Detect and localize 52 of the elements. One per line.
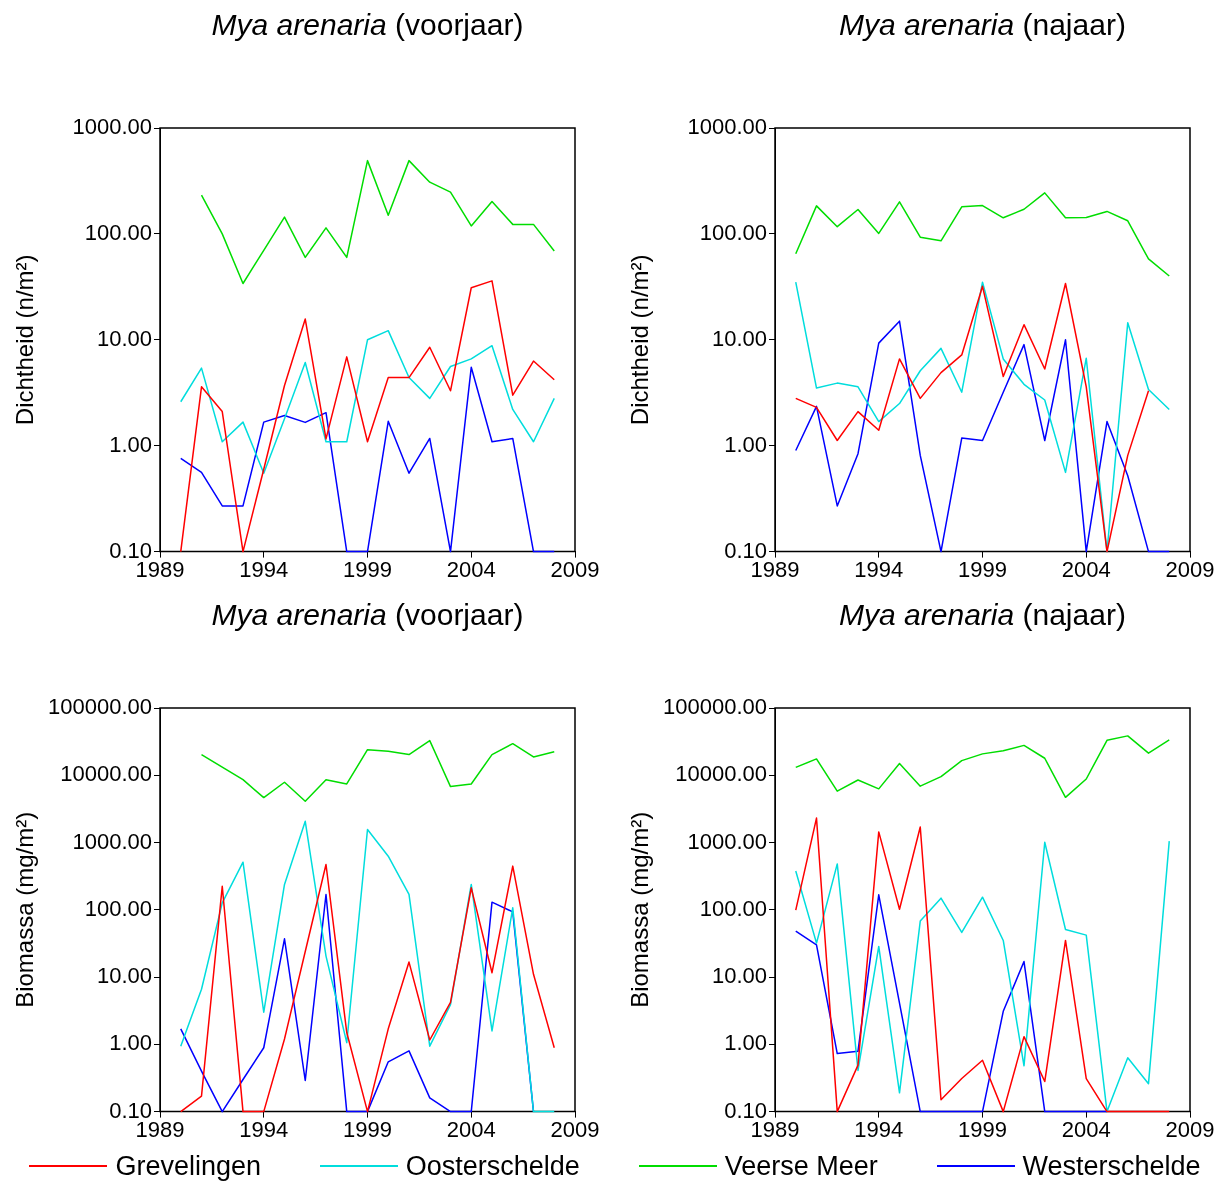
y-tick-label: 100000.00 <box>48 694 152 720</box>
y-tick-label: 1.00 <box>109 1030 152 1056</box>
x-tick-label: 2009 <box>550 556 600 582</box>
y-axis-title: Dichtheid (n/m²) <box>11 254 39 426</box>
y-tick-label: 100.00 <box>699 219 767 245</box>
y-axis-title: Biomassa (mg/m²) <box>626 811 654 1008</box>
y-tick-label: 100000.00 <box>663 694 767 720</box>
chart-title: Mya arenaria (najaar) <box>838 7 1127 43</box>
y-tick-label: 1000.00 <box>687 828 767 854</box>
legend-label: Westerschelde <box>1022 1150 1201 1182</box>
y-tick-label: 100.00 <box>699 895 767 921</box>
y-tick-label: 1000.00 <box>72 828 152 854</box>
y-tick-label: 0.10 <box>109 537 152 563</box>
x-tick-label: 1999 <box>958 556 1007 582</box>
y-tick-label: 1.00 <box>724 431 767 457</box>
x-tick-label: 1994 <box>854 1116 904 1142</box>
y-axis-title: Biomassa (mg/m²) <box>11 811 39 1008</box>
x-tick-label: 1994 <box>854 556 904 582</box>
y-tick-label: 1.00 <box>724 1030 767 1056</box>
chart-title: Mya arenaria (voorjaar) <box>210 7 525 43</box>
y-tick-label: 1000.00 <box>72 114 152 140</box>
y-tick-label: 10000.00 <box>60 761 152 787</box>
x-tick-label: 2009 <box>550 1116 600 1142</box>
x-tick-label: 1999 <box>343 1116 392 1142</box>
x-tick-label: 2009 <box>1165 1116 1215 1142</box>
legend-label: Veerse Meer <box>724 1150 878 1182</box>
x-tick-label: 1999 <box>958 1116 1007 1142</box>
y-tick-label: 10.00 <box>96 963 152 989</box>
y-tick-label: 0.10 <box>724 537 767 563</box>
y-tick-label: 10.00 <box>711 963 767 989</box>
x-tick-label: 1994 <box>239 1116 289 1142</box>
y-tick-label: 1.00 <box>109 431 152 457</box>
x-tick-label: 2004 <box>446 556 496 582</box>
y-axis-title: Dichtheid (n/m²) <box>626 254 654 426</box>
y-tick-label: 0.10 <box>109 1097 152 1123</box>
y-tick-label: 0.10 <box>724 1097 767 1123</box>
y-tick-label: 1000.00 <box>687 114 767 140</box>
x-tick-label: 1999 <box>343 556 392 582</box>
x-tick-label: 2004 <box>1061 556 1111 582</box>
legend-label: Oosterschelde <box>405 1150 580 1182</box>
y-tick-label: 100.00 <box>84 219 152 245</box>
y-tick-label: 10.00 <box>96 325 152 351</box>
chart-title: Mya arenaria (voorjaar) <box>210 597 525 633</box>
y-tick-label: 100.00 <box>84 895 152 921</box>
x-tick-label: 1994 <box>239 556 289 582</box>
x-tick-label: 2004 <box>446 1116 496 1142</box>
chart-title: Mya arenaria (najaar) <box>838 597 1127 633</box>
x-tick-label: 2009 <box>1165 556 1215 582</box>
x-tick-label: 2004 <box>1061 1116 1111 1142</box>
y-tick-label: 10000.00 <box>675 761 767 787</box>
y-tick-label: 10.00 <box>711 325 767 351</box>
legend-label: Grevelingen <box>115 1150 261 1182</box>
